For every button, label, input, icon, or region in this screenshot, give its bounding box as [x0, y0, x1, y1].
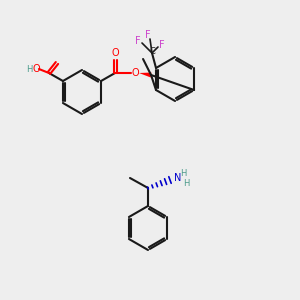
Text: H: H [26, 64, 32, 74]
Text: O: O [111, 48, 119, 58]
Text: H: H [183, 178, 189, 188]
Text: O: O [32, 64, 40, 74]
Text: O: O [131, 68, 139, 78]
Text: F: F [159, 40, 165, 50]
Text: N: N [174, 173, 182, 183]
Text: C: C [149, 47, 155, 56]
Text: H: H [180, 169, 186, 178]
Text: F: F [135, 36, 141, 46]
Polygon shape [139, 73, 152, 77]
Text: F: F [145, 30, 151, 40]
